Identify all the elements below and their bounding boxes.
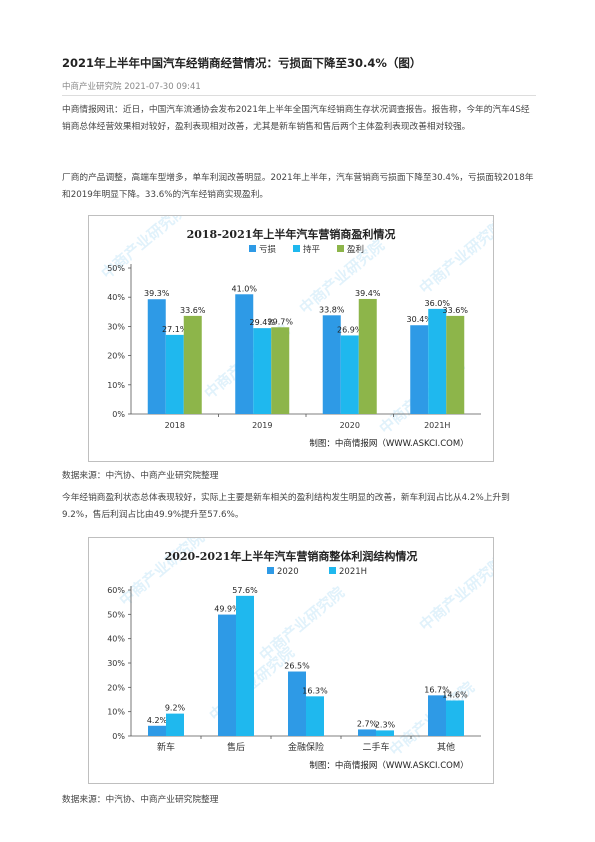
data-label: 14.6% <box>442 690 468 699</box>
data-label: 36.0% <box>425 299 451 308</box>
chart-profit-status: 中商产业研究院 中商产业研究院 中商产业研究院 中商产业研究院 中商产业研究院 … <box>88 215 494 462</box>
x-tick-label: 2020 <box>340 421 360 430</box>
bar <box>288 671 306 736</box>
y-tick-label: 30% <box>107 322 125 331</box>
bar <box>322 315 341 414</box>
legend-label: 持平 <box>303 244 321 255</box>
data-label: 16.7% <box>424 685 450 694</box>
chart-profit-structure: 中商产业研究院 中商产业研究院 中商产业研究院 中商产业研究院 中商产业研究院 … <box>88 537 494 784</box>
y-tick-label: 10% <box>107 708 125 717</box>
data-label: 33.6% <box>443 306 469 315</box>
y-tick-label: 40% <box>107 635 125 644</box>
bar <box>428 308 447 414</box>
legend-swatch <box>293 245 300 252</box>
data-label: 39.3% <box>144 289 170 298</box>
data-label: 2.3% <box>375 720 396 729</box>
data-label: 49.9% <box>214 605 240 614</box>
chart-credit: 制图：中商情报网（WWW.ASKCI.COM） <box>309 760 468 771</box>
legend-swatch <box>267 567 274 574</box>
bar <box>340 335 359 414</box>
chart-svg: 亏损 持平 盈利 0% 10% 20% 30% 40% 50% 2018 39.3% 27.1% 33.… <box>107 244 481 449</box>
data-label: 4.2% <box>147 716 168 725</box>
y-tick-label: 50% <box>107 264 125 273</box>
y-tick-label: 10% <box>107 381 125 390</box>
bar <box>236 595 254 736</box>
bar <box>446 700 464 736</box>
data-label: 33.6% <box>180 306 206 315</box>
bar <box>306 696 324 736</box>
y-tick-label: 0% <box>112 732 125 741</box>
y-tick-label: 20% <box>107 352 125 361</box>
legend-label: 盈利 <box>347 244 364 255</box>
data-label: 57.6% <box>232 586 258 595</box>
legend-label: 亏损 <box>259 244 277 255</box>
data-label: 9.2% <box>165 704 186 713</box>
data-label: 2.7% <box>357 719 378 728</box>
x-tick-label: 2018 <box>165 421 185 430</box>
data-label: 39.4% <box>355 289 381 298</box>
x-tick-label: 二手车 <box>362 741 389 753</box>
legend-swatch <box>249 245 256 252</box>
article-source-date: 中商产业研究院 2021-07-30 09:41 <box>62 82 201 92</box>
bar <box>358 298 377 414</box>
y-tick-label: 20% <box>107 683 125 692</box>
data-label: 30.4% <box>407 315 433 324</box>
x-tick-label: 2021H <box>424 421 450 430</box>
data-label: 26.5% <box>284 662 310 671</box>
chart-credit: 制图：中商情报网（WWW.ASKCI.COM） <box>309 438 468 449</box>
chart-title: 2020-2021年上半年汽车营销商整体利润结构情况 <box>164 550 418 563</box>
data-label: 27.1% <box>162 325 188 334</box>
y-tick-label: 60% <box>107 586 125 595</box>
article-paragraph-2: 厂商的产品调整，高端车型增多，单车利润改善明显。2021年上半年，汽车营销商亏损… <box>62 173 534 200</box>
legend-label: 2021H <box>339 567 367 577</box>
bar <box>376 730 394 736</box>
bar <box>358 729 376 736</box>
bar <box>165 334 184 414</box>
x-tick-label: 新车 <box>157 741 175 753</box>
bar <box>235 294 254 414</box>
data-label: 26.9% <box>337 325 363 334</box>
legend-swatch <box>337 245 344 252</box>
bar <box>410 325 429 414</box>
data-label: 16.3% <box>302 686 328 695</box>
article-title: 2021年上半年中国汽车经销商经营情况：亏损面下降至30.4%（图） <box>62 56 422 70</box>
data-source-caption: 数据来源：中汽协、中商产业研究院整理 <box>62 471 219 481</box>
x-tick-label: 2019 <box>252 421 272 430</box>
y-tick-label: 30% <box>107 659 125 668</box>
article-paragraph-3: 今年经销商盈利状态总体表现较好，实际上主要是新车相关的盈利结构发生明显的改善，新… <box>62 493 510 520</box>
bar <box>218 614 236 736</box>
bar <box>183 315 202 414</box>
x-tick-label: 其他 <box>437 741 455 753</box>
legend-swatch <box>329 567 336 574</box>
bar <box>166 713 184 736</box>
bar <box>428 695 446 736</box>
bar <box>147 299 166 414</box>
data-label: 41.0% <box>232 284 258 293</box>
article-paragraph-1: 中商情报网讯：近日，中国汽车流通协会发布2021年上半年全国汽车经销商生存状况调… <box>62 105 530 132</box>
x-tick-label: 售后 <box>227 741 245 753</box>
bar <box>446 315 465 414</box>
data-label: 33.8% <box>319 305 345 314</box>
data-source-caption: 数据来源：中汽协、中商产业研究院整理 <box>62 795 219 805</box>
chart-title: 2018-2021年上半年汽车营销商盈利情况 <box>186 228 396 241</box>
chart-svg: 2020 2021H 0% 10% 20% 30% 40% 50% 60% 新车 4.2% 9.2% 售… <box>107 567 481 771</box>
bar <box>253 328 272 414</box>
y-tick-label: 0% <box>112 410 125 419</box>
data-label: 29.4% <box>250 318 276 327</box>
legend-label: 2020 <box>277 567 299 577</box>
bar <box>148 725 166 736</box>
bar <box>271 327 290 414</box>
y-tick-label: 50% <box>107 610 125 619</box>
y-tick-label: 40% <box>107 293 125 302</box>
x-tick-label: 金融保险 <box>288 741 324 753</box>
title-divider <box>62 95 536 96</box>
data-label: 29.7% <box>268 317 294 326</box>
